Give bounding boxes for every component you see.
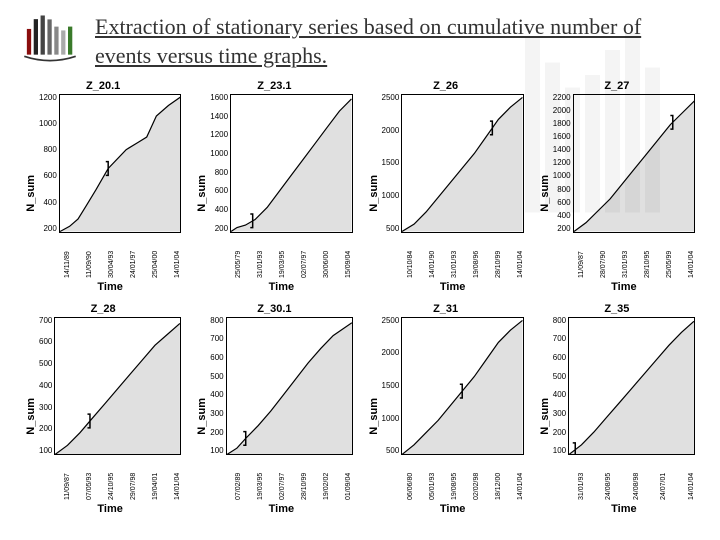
panel-title: Z_27 — [604, 80, 629, 92]
x-ticks: 31/01/9324/08/9524/08/9824/07/0114/01/04 — [578, 455, 695, 500]
y-ticks: 100200300400500600700 — [39, 317, 54, 456]
chart-panel: Z_23.1 N_sum20040060080010001200140016002… — [196, 80, 352, 293]
x-axis-label: Time — [39, 281, 181, 293]
chart-wrap: N_sum2004006008001000120014/11/8911/09/9… — [25, 94, 181, 293]
y-ticks: 5001000150020002500 — [382, 317, 402, 456]
x-ticks: 25/05/7931/01/9319/03/9502/07/9730/06/00… — [235, 233, 352, 278]
panel-title: Z_35 — [604, 303, 629, 315]
y-axis-label: N_sum — [368, 398, 380, 435]
chart-wrap: N_sum500100015002000250010/10/8414/01/90… — [368, 94, 524, 293]
chart-panel: Z_35 N_sum100200300400500600700800 31/01/9… — [539, 303, 695, 516]
header: Extraction of stationary series based on… — [0, 0, 720, 75]
plot-svg — [568, 317, 695, 456]
y-axis-label: N_sum — [25, 175, 37, 212]
plot-svg — [401, 317, 523, 456]
y-ticks: 100200300400500600700800 — [210, 317, 225, 456]
y-axis-label: N_sum — [539, 398, 551, 435]
x-ticks: 11/09/8707/05/9324/10/9529/07/9819/04/01… — [64, 455, 181, 500]
x-axis-label: Time — [553, 281, 695, 293]
plot-svg — [401, 94, 523, 233]
chart-wrap: N_sum100200300400500600700800 31/01/9324/… — [539, 317, 695, 516]
y-axis-label: N_sum — [25, 398, 37, 435]
x-axis-label: Time — [382, 503, 524, 515]
x-ticks: 06/06/8005/01/9319/08/9502/02/9818/12/00… — [407, 455, 524, 500]
x-ticks: 07/02/8919/03/9502/07/9728/10/9919/02/02… — [235, 455, 352, 500]
plot-svg — [54, 317, 181, 456]
x-axis-label: Time — [553, 503, 695, 515]
panel-title: Z_28 — [91, 303, 116, 315]
y-axis-label: N_sum — [196, 398, 208, 435]
x-axis-label: Time — [210, 281, 352, 293]
chart-panel: Z_28 N_sum100200300400500600700 11/09/8707… — [25, 303, 181, 516]
y-axis-label: N_sum — [539, 175, 551, 212]
panel-title: Z_23.1 — [257, 80, 291, 92]
y-ticks: 20040060080010001200 — [39, 94, 59, 233]
x-ticks: 11/09/8728/07/9031/01/9328/10/9525/05/99… — [578, 233, 695, 278]
chart-wrap: N_sum500100015002000250006/06/8005/01/93… — [368, 317, 524, 516]
panel-title: Z_31 — [433, 303, 458, 315]
chart-panel: Z_31 N_sum500100015002000250006/06/8005/0… — [368, 303, 524, 516]
panel-title: Z_20.1 — [86, 80, 120, 92]
slide-title: Extraction of stationary series based on… — [95, 10, 700, 70]
plot-svg — [573, 94, 695, 233]
institution-logo-icon — [20, 10, 80, 65]
plot-svg — [226, 317, 353, 456]
y-ticks: 100200300400500600700800 — [553, 317, 568, 456]
chart-grid: Z_20.1N_sum2004006008001000120014/11/891… — [0, 75, 720, 535]
chart-wrap: N_sum200400600800100012001400160025/05/7… — [196, 94, 352, 293]
chart-wrap: N_sum100200300400500600700 11/09/8707/05/… — [25, 317, 181, 516]
chart-wrap: N_sum100200300400500600700800 07/02/8919/… — [196, 317, 352, 516]
x-axis-label: Time — [382, 281, 524, 293]
x-axis-label: Time — [39, 503, 181, 515]
plot-svg — [230, 94, 352, 233]
y-ticks: 2004006008001000120014001600 — [210, 94, 230, 233]
plot-svg — [59, 94, 181, 233]
x-axis-label: Time — [210, 503, 352, 515]
y-ticks: 5001000150020002500 — [382, 94, 402, 233]
chart-panel: Z_30.1 N_sum100200300400500600700800 07/02… — [196, 303, 352, 516]
chart-panel: Z_27 N_sum2004006008001000120014001600180… — [539, 80, 695, 293]
y-ticks: 2004006008001000120014001600180020002200 — [553, 94, 573, 233]
panel-title: Z_26 — [433, 80, 458, 92]
y-axis-label: N_sum — [368, 175, 380, 212]
chart-panel: Z_26 N_sum500100015002000250010/10/8414/0… — [368, 80, 524, 293]
panel-title: Z_30.1 — [257, 303, 291, 315]
x-ticks: 14/11/8911/09/9030/04/9324/01/9725/04/00… — [64, 233, 181, 278]
y-axis-label: N_sum — [196, 175, 208, 212]
chart-panel: Z_20.1 N_sum2004006008001000120014/11/891… — [25, 80, 181, 293]
chart-wrap: N_sum20040060080010001200140016001800200… — [539, 94, 695, 293]
x-ticks: 10/10/8414/01/9031/01/9319/08/9628/10/99… — [407, 233, 524, 278]
